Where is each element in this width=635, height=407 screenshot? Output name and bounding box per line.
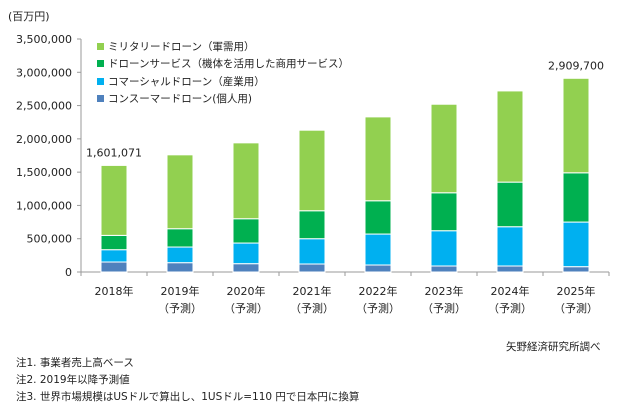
legend-item: コマーシャルドローン（産業用） — [97, 73, 349, 90]
note-1: 注1. 事業者売上高ベース — [16, 357, 134, 369]
legend-swatch — [97, 95, 104, 103]
bar-segment — [562, 266, 590, 273]
x-tick-sublabel: （予測） — [554, 301, 598, 315]
legend-swatch — [97, 60, 104, 68]
bar-segment — [364, 116, 392, 202]
x-tick-label: 2019年 — [161, 284, 200, 298]
bar-segment — [166, 154, 194, 230]
data-label: 1,601,071 — [86, 146, 142, 159]
bar-segment — [562, 221, 590, 268]
stacked-bar-chart: 0 500,000 1,000,000 1,500,000 2,000,000 2,500… — [16, 33, 610, 315]
bar-segment — [364, 233, 392, 266]
x-tick-label: 2021年 — [293, 284, 332, 298]
y-tick-label: 1,500,000 — [16, 166, 72, 179]
bar-segment — [298, 210, 326, 240]
legend-label: コマーシャルドローン（産業用） — [108, 75, 265, 88]
y-tick-label: 3,000,000 — [16, 66, 72, 79]
x-tick-label: 2022年 — [359, 284, 398, 298]
bar-segment — [430, 265, 458, 273]
bar-segment — [232, 218, 260, 244]
bar-segment — [232, 142, 260, 220]
x-tick-sublabel: （予測） — [422, 301, 466, 315]
y-tick-label: 1,000,000 — [16, 199, 72, 212]
note-2: 注2. 2019年以降予測値 — [16, 374, 130, 386]
y-tick-label: 2,000,000 — [16, 133, 72, 146]
bar-segment — [496, 226, 524, 267]
bar-segment — [298, 263, 326, 273]
bar-segment — [496, 181, 524, 228]
note-3: 注3. 世界市場規模はUSドルで算出し、1USドル=110 円で日本円に換算 — [16, 391, 360, 403]
data-labels: 1,601,071 2,909,700 — [86, 59, 604, 159]
x-tick-sublabel: （予測） — [224, 301, 268, 315]
bar-segment — [100, 261, 128, 273]
bar-segment — [100, 164, 128, 236]
legend: ミリタリードローン（軍需用） ドローンサービス（機体を活用した商用サービス） コマー… — [97, 38, 349, 107]
bar-segment — [562, 172, 590, 223]
bar-segment — [166, 262, 194, 273]
legend-label: コンスーマードローン(個人用) — [108, 93, 252, 106]
y-axis: 0 500,000 1,000,000 1,500,000 2,000,000 2,500… — [16, 33, 82, 279]
bar-segment — [232, 242, 260, 265]
bars — [100, 77, 590, 273]
legend-item: ドローンサービス（機体を活用した商用サービス） — [97, 55, 349, 72]
x-axis: 2018年 2019年 （予測） 2020年 （予測） 2021年 （予測） 2022年 （予測… — [80, 271, 610, 315]
bar-segment — [430, 103, 458, 194]
bar-segment — [166, 246, 194, 264]
bar-segment — [364, 264, 392, 273]
x-tick-label: 2024年 — [491, 284, 530, 298]
bar-segment — [430, 192, 458, 232]
x-tick-sublabel: （予測） — [158, 301, 202, 315]
bar-segment — [232, 263, 260, 273]
data-label: 2,909,700 — [548, 59, 604, 72]
legend-item: ミリタリードローン（軍需用） — [97, 38, 349, 55]
bar-segment — [166, 228, 194, 248]
y-tick-label: 2,500,000 — [16, 100, 72, 113]
legend-swatch — [97, 77, 104, 85]
x-tick-sublabel: （予測） — [356, 301, 400, 315]
bar-segment — [430, 230, 458, 267]
y-tick-label: 3,500,000 — [16, 33, 72, 46]
x-tick-sublabel: （予測） — [290, 301, 334, 315]
x-tick-label: 2020年 — [227, 284, 266, 298]
bar-segment — [496, 90, 524, 183]
legend-label: ドローンサービス（機体を活用した商用サービス） — [108, 58, 349, 71]
bar-segment — [100, 234, 128, 251]
bar-segment — [562, 77, 590, 174]
legend-swatch — [97, 43, 104, 51]
source-credit: 矢野経済研究所調べ — [506, 341, 601, 353]
bar-segment — [496, 265, 524, 273]
bar-segment — [364, 200, 392, 235]
x-tick-sublabel: （予測） — [488, 301, 532, 315]
bar-segment — [298, 238, 326, 265]
y-axis-unit-label: (百万円) — [8, 10, 50, 23]
legend-label: ミリタリードローン（軍需用） — [108, 41, 255, 54]
x-tick-label: 2025年 — [557, 284, 596, 298]
x-tick-label: 2023年 — [425, 284, 464, 298]
bar-segment — [100, 249, 128, 263]
bar-segment — [298, 129, 326, 212]
x-tick-label: 2018年 — [95, 284, 134, 298]
legend-item: コンスーマードローン(個人用) — [97, 90, 349, 107]
y-tick-label: 0 — [65, 266, 72, 279]
y-tick-label: 500,000 — [27, 233, 73, 246]
